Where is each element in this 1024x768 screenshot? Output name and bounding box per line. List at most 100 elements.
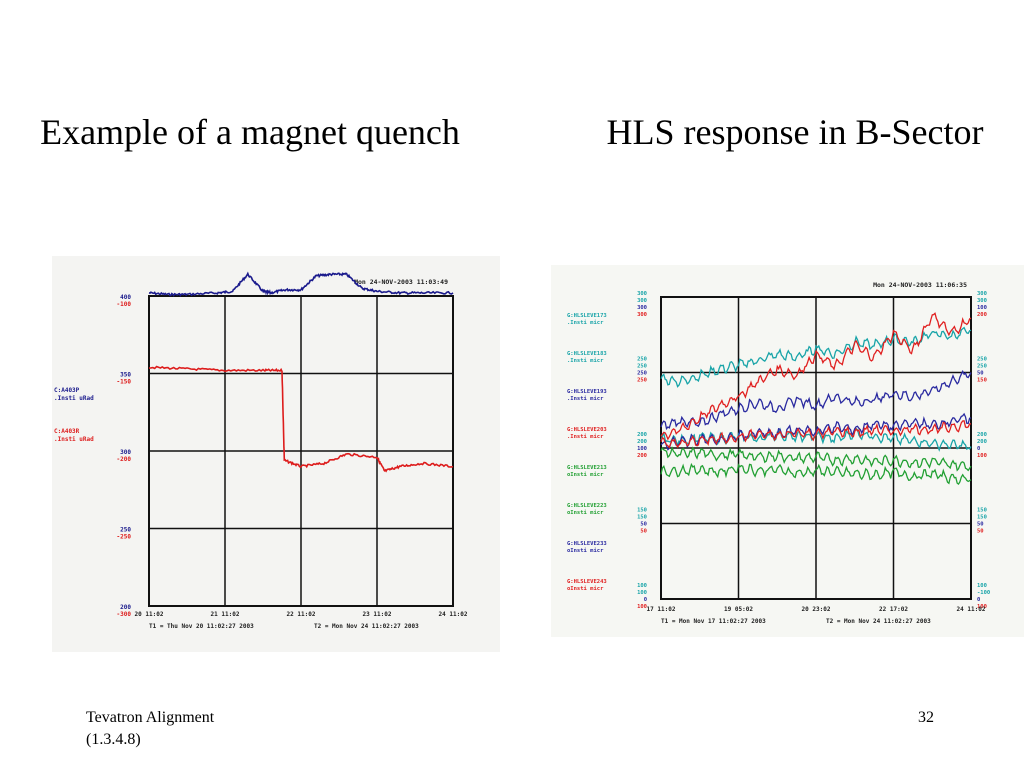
x-tick-label: 22 17:02	[879, 606, 908, 613]
x-tick-label: 21 11:02	[211, 611, 240, 618]
left-axis-label: 250	[637, 357, 647, 363]
right-axis-label: 100	[977, 305, 987, 311]
axis-label-r: -300	[117, 611, 132, 618]
series-name: G:HLSLEVE223	[567, 503, 607, 509]
right-axis-label: 100	[977, 604, 987, 610]
x-tick-label: 24 11:02	[439, 611, 468, 618]
chart-timestamp: Mon 24-NOV-2003 11:03:49	[354, 278, 448, 286]
series-name: G:HLSLEVE203	[567, 427, 607, 433]
hls-chart: Mon 24-NOV-2003 11:06:353003003003002502…	[567, 281, 990, 625]
page-number: 32	[918, 709, 934, 726]
left-axis-label: 300	[637, 312, 647, 318]
series-line	[660, 369, 972, 431]
right-axis-label: 100	[977, 453, 987, 459]
series-unit: oInsti micr	[567, 548, 604, 554]
right-axis-label: 100	[977, 583, 987, 589]
axis-label-r: -150	[117, 379, 132, 386]
right-axis-label: 200	[977, 312, 987, 318]
x-tick-label: 20 23:02	[802, 606, 831, 613]
series-unit: .Insti uRad	[54, 395, 94, 402]
axis-label-r: -100	[117, 301, 132, 308]
series-line	[660, 462, 972, 486]
axis-label-r: -250	[117, 534, 132, 541]
series-unit: .Insti micr	[567, 320, 604, 326]
left-axis-label: 100	[637, 590, 647, 596]
chart-timestamp: Mon 24-NOV-2003 11:06:35	[873, 281, 967, 289]
axis-label-p: 400	[120, 294, 131, 301]
left-axis-label: 200	[637, 439, 647, 445]
series-unit: oInsti micr	[567, 472, 604, 478]
right-axis-label: 50	[977, 371, 984, 377]
axis-label-p: 200	[120, 604, 131, 611]
left-axis-label: 300	[637, 298, 647, 304]
time-range-t1: T1 = Mon Nov 17 11:02:27 2003	[661, 618, 766, 625]
series-line	[660, 446, 972, 472]
hls-plot-photo: Mon 24-NOV-2003 11:06:35 300 300 300 300 250 2…	[551, 265, 1024, 637]
left-axis-label: 200	[637, 453, 647, 459]
left-axis-label: 250	[637, 364, 647, 370]
series-name: G:HLSLEVE173	[567, 313, 607, 319]
left-axis-label: 50	[640, 522, 647, 528]
series-line	[660, 420, 972, 449]
quench-plot-photo: Mon 24-NOV-2003 11:03:49 400 -100 350 -150 30…	[52, 256, 500, 652]
slide-title-left: Example of a magnet quench	[40, 112, 460, 152]
x-tick-label: 23 11:02	[363, 611, 392, 618]
series-line	[148, 271, 454, 297]
series-name: G:HLSLEVE183	[567, 351, 607, 357]
x-tick-label: 17 11:02	[647, 606, 676, 613]
right-axis-label: 150	[977, 515, 987, 521]
right-axis-label: 150	[977, 508, 987, 514]
right-axis-label: 0	[977, 446, 980, 452]
left-axis-label: 250	[637, 371, 647, 377]
right-axis-label: 200	[977, 439, 987, 445]
series-name: G:HLSLEVE233	[567, 541, 607, 547]
footer-course: Tevatron Alignment (1.3.4.8)	[86, 707, 214, 751]
series-unit: oInsti micr	[567, 510, 604, 516]
footer-course-title: Tevatron Alignment	[86, 709, 215, 726]
left-axis-label: 100	[637, 583, 647, 589]
time-range-t2: T2 = Mon Nov 24 11:02:27 2003	[314, 623, 419, 630]
series-name: G:HLSLEVE243	[567, 579, 607, 585]
quench-chart: Mon 24-NOV-2003 11:03:49 400-100 350-150 30…	[54, 271, 468, 630]
x-tick-label: 20 11:02	[135, 611, 164, 618]
right-axis-label: 150	[977, 378, 987, 384]
left-axis-label: 150	[637, 508, 647, 514]
axis-label-p: 250	[120, 527, 131, 534]
x-tick-label: 19 05:02	[724, 606, 753, 613]
series-name: G:HLSLEVE213	[567, 465, 607, 471]
series-name: C:A403R	[54, 428, 80, 435]
right-axis-label: 50	[977, 529, 984, 535]
series-unit: .Insti micr	[567, 396, 604, 402]
time-range-t2: T2 = Mon Nov 24 11:02:27 2003	[826, 618, 931, 625]
series-unit: oInsti micr	[567, 586, 604, 592]
right-axis-label: 250	[977, 364, 987, 370]
axis-label-p: 300	[120, 449, 131, 456]
series-unit: .Insti uRad	[54, 436, 94, 443]
left-axis-label: 0	[644, 597, 647, 603]
left-axis-label: 100	[637, 604, 647, 610]
axis-label-p: 350	[120, 372, 131, 379]
left-axis-label: 200	[637, 432, 647, 438]
time-range-t1: T1 = Thu Nov 20 11:02:27 2003	[149, 623, 254, 630]
footer-course-code: (1.3.4.8)	[86, 731, 141, 748]
series-line	[148, 365, 454, 473]
left-axis-label: 300	[637, 305, 647, 311]
right-axis-label: 300	[977, 298, 987, 304]
left-axis-label: 150	[637, 515, 647, 521]
right-axis-label: 250	[977, 357, 987, 363]
right-axis-label: 200	[977, 432, 987, 438]
series-name: C:A403P	[54, 387, 80, 394]
left-axis-label: 300	[637, 291, 647, 297]
left-axis-label: 50	[640, 529, 647, 535]
left-axis-label: 250	[637, 378, 647, 384]
right-axis-label: 300	[977, 291, 987, 297]
x-tick-label: 22 11:02	[287, 611, 316, 618]
x-tick-label: 24 11:02	[957, 606, 986, 613]
series-unit: .Insti micr	[567, 358, 604, 364]
right-axis-label: 0	[977, 597, 980, 603]
slide-title-right: HLS response in B-Sector	[606, 112, 984, 152]
series-name: G:HLSLEVE193	[567, 389, 607, 395]
series-unit: .Insti micr	[567, 434, 604, 440]
left-axis-label: 100	[637, 446, 647, 452]
series-line	[660, 312, 972, 441]
